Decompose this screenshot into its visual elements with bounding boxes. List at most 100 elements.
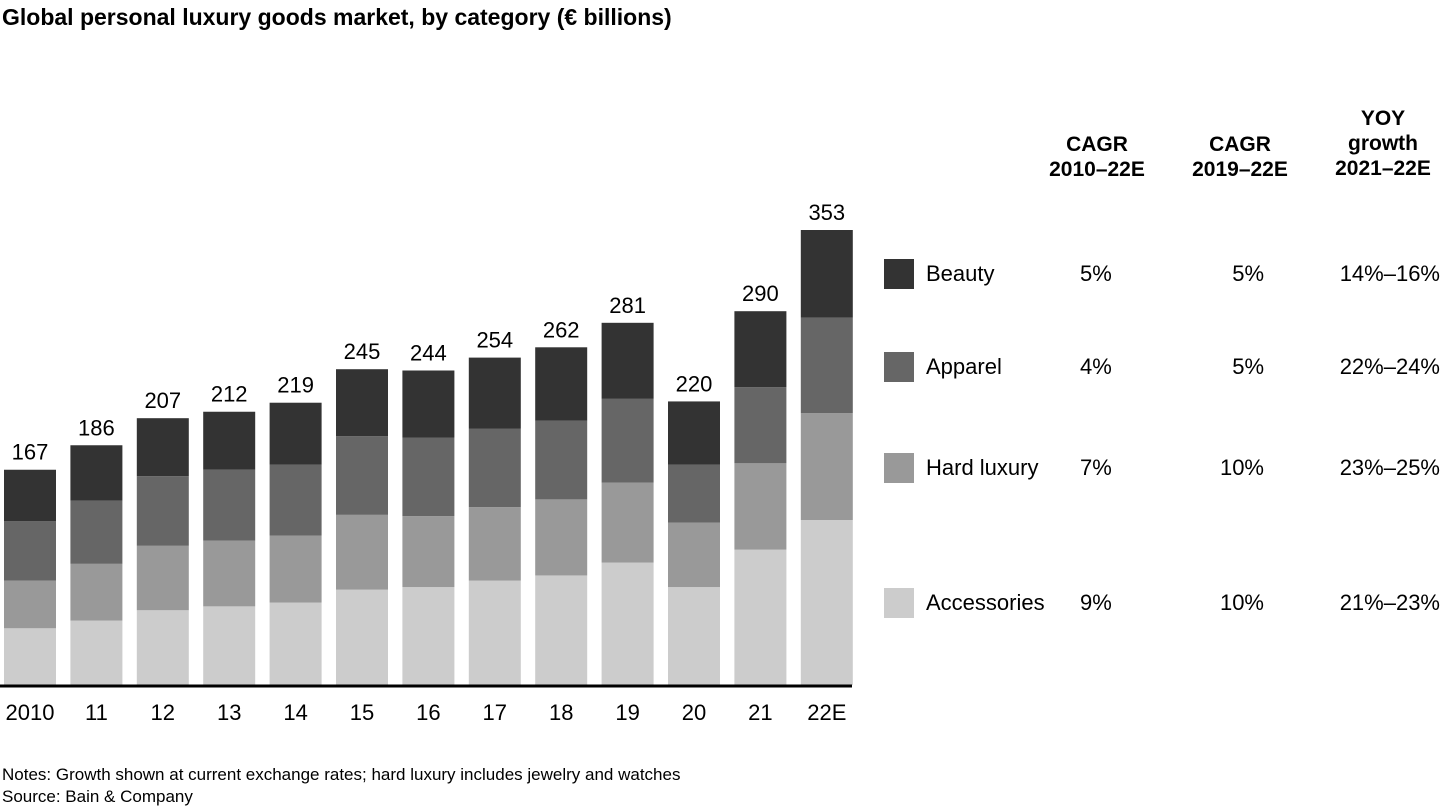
chart-title: Global personal luxury goods market, by … <box>2 4 672 30</box>
bar-segment-accessories-16 <box>402 587 455 685</box>
beauty-cagr-2019-22: 5% <box>1232 261 1264 286</box>
bar-segment-accessories-12 <box>136 610 189 685</box>
bar-segment-hard-luxury-11 <box>70 563 123 621</box>
source-line: Source: Bain & Company <box>2 787 193 806</box>
beauty-yoy: 14%–16% <box>1339 261 1440 286</box>
bar-segment-apparel-20 <box>668 464 720 523</box>
bar-segment-accessories-20 <box>668 587 720 685</box>
hard-luxury-cagr-2010-22: 7% <box>1080 455 1112 480</box>
total-label-20: 220 <box>676 371 713 396</box>
bar-segment-beauty-12 <box>136 418 189 477</box>
bar-segment-accessories-18 <box>535 575 588 685</box>
legend-label-beauty: Beauty <box>926 261 995 286</box>
stacked-bar-chart: 167 2010 186 11 207 12 212 13 219 14 245 15 244 16 254… <box>0 200 853 725</box>
bar-segment-hard-luxury-18 <box>535 499 588 576</box>
bar-segment-accessories-2010 <box>4 628 56 685</box>
x-tick-label-17: 17 <box>483 700 507 725</box>
accessories-cagr-2019-22: 10% <box>1219 590 1264 615</box>
bar-segment-apparel-17 <box>468 428 521 508</box>
accessories-yoy: 21%–23% <box>1339 590 1440 615</box>
legend-swatch-beauty <box>884 259 914 289</box>
x-tick-label-12: 12 <box>151 700 175 725</box>
bar-segment-beauty-22E <box>800 230 853 318</box>
total-label-22E: 353 <box>808 200 845 225</box>
legend-swatch-apparel <box>884 352 914 382</box>
legend-label-accessories: Accessories <box>926 590 1045 615</box>
total-label-14: 219 <box>277 373 314 398</box>
accessories-cagr-2010-22: 9% <box>1080 590 1112 615</box>
hard-luxury-yoy: 23%–25% <box>1339 455 1440 480</box>
total-label-17: 254 <box>476 328 513 353</box>
bar-segment-beauty-18 <box>535 347 588 421</box>
bar-segment-apparel-14 <box>269 464 322 536</box>
bar-segment-hard-luxury-15 <box>336 514 388 590</box>
bar-segment-beauty-15 <box>336 369 388 437</box>
bar-segment-beauty-21 <box>734 311 787 388</box>
total-label-16: 244 <box>410 340 447 365</box>
x-tick-label-18: 18 <box>549 700 573 725</box>
bar-segment-accessories-17 <box>468 580 521 685</box>
bar-segment-beauty-2010 <box>4 469 56 522</box>
bar-segment-beauty-16 <box>402 370 455 438</box>
bar-segment-beauty-17 <box>468 357 521 429</box>
x-tick-label-22E: 22E <box>807 700 846 725</box>
bar-segment-apparel-19 <box>601 398 654 483</box>
x-tick-label-16: 16 <box>416 700 440 725</box>
bar-segment-apparel-12 <box>136 476 189 546</box>
bar-segment-accessories-11 <box>70 620 123 685</box>
total-label-11: 186 <box>78 415 115 440</box>
bar-segment-apparel-2010 <box>4 521 56 581</box>
bar-segment-beauty-20 <box>668 401 720 465</box>
bar-segment-apparel-11 <box>70 500 123 564</box>
bar-segment-beauty-14 <box>269 402 322 465</box>
x-tick-label-14: 14 <box>283 700 307 725</box>
legend-swatch-accessories <box>884 588 914 618</box>
x-tick-label-19: 19 <box>615 700 639 725</box>
bar-segment-apparel-13 <box>203 469 256 541</box>
bar-segment-hard-luxury-13 <box>203 540 256 607</box>
legend-row-apparel: Apparel 4% 5% 22%–24% <box>884 352 1440 384</box>
legend-label-apparel: Apparel <box>926 354 1002 379</box>
notes-line: Notes: Growth shown at current exchange … <box>2 765 681 784</box>
total-label-19: 281 <box>609 293 646 318</box>
footnotes: Notes: Growth shown at current exchange … <box>2 764 680 808</box>
bar-segment-hard-luxury-14 <box>269 535 322 603</box>
bar-segment-hard-luxury-20 <box>668 522 720 588</box>
hard-luxury-cagr-2019-22: 10% <box>1219 455 1264 480</box>
bar-segment-apparel-22E <box>800 317 853 414</box>
bar-segment-apparel-18 <box>535 420 588 500</box>
x-tick-label-20: 20 <box>682 700 706 725</box>
bar-segment-beauty-11 <box>70 445 123 501</box>
header-yoy-growth: YOY growth 2021–22E <box>1335 107 1431 180</box>
bar-segment-hard-luxury-21 <box>734 463 787 550</box>
bar-segment-accessories-21 <box>734 549 787 685</box>
bar-segment-accessories-19 <box>601 562 654 685</box>
bar-segment-accessories-22E <box>800 520 853 685</box>
apparel-cagr-2010-22: 4% <box>1080 354 1112 379</box>
x-tick-label-21: 21 <box>748 700 772 725</box>
x-tick-label-11: 11 <box>85 700 108 725</box>
bar-segment-apparel-21 <box>734 387 787 464</box>
legend-swatch-hard-luxury <box>884 453 914 483</box>
total-label-2010: 167 <box>12 440 49 465</box>
total-label-18: 262 <box>543 317 580 342</box>
bar-segment-beauty-13 <box>203 411 256 470</box>
total-label-21: 290 <box>742 281 779 306</box>
legend-label-hard-luxury: Hard luxury <box>926 455 1039 480</box>
bar-segment-accessories-13 <box>203 606 256 685</box>
apparel-cagr-2019-22: 5% <box>1232 354 1264 379</box>
bar-segment-accessories-14 <box>269 602 322 685</box>
header-cagr-2019-22: CAGR 2019–22E <box>1192 133 1288 181</box>
bar-segment-apparel-16 <box>402 437 455 517</box>
bar-segment-hard-luxury-22E <box>800 413 853 521</box>
x-tick-label-13: 13 <box>217 700 241 725</box>
bar-segment-hard-luxury-16 <box>402 516 455 588</box>
header-cagr-2010-22: CAGR 2010–22E <box>1049 133 1145 181</box>
legend-row-hard-luxury: Hard luxury 7% 10% 23%–25% <box>884 453 1440 485</box>
bar-segment-apparel-15 <box>336 436 388 515</box>
total-label-13: 212 <box>211 382 248 407</box>
bar-segment-hard-luxury-19 <box>601 482 654 563</box>
x-tick-label-15: 15 <box>350 700 374 725</box>
legend-row-accessories: Accessories 9% 10% 21%–23% <box>884 588 1440 620</box>
beauty-cagr-2010-22: 5% <box>1080 261 1112 286</box>
